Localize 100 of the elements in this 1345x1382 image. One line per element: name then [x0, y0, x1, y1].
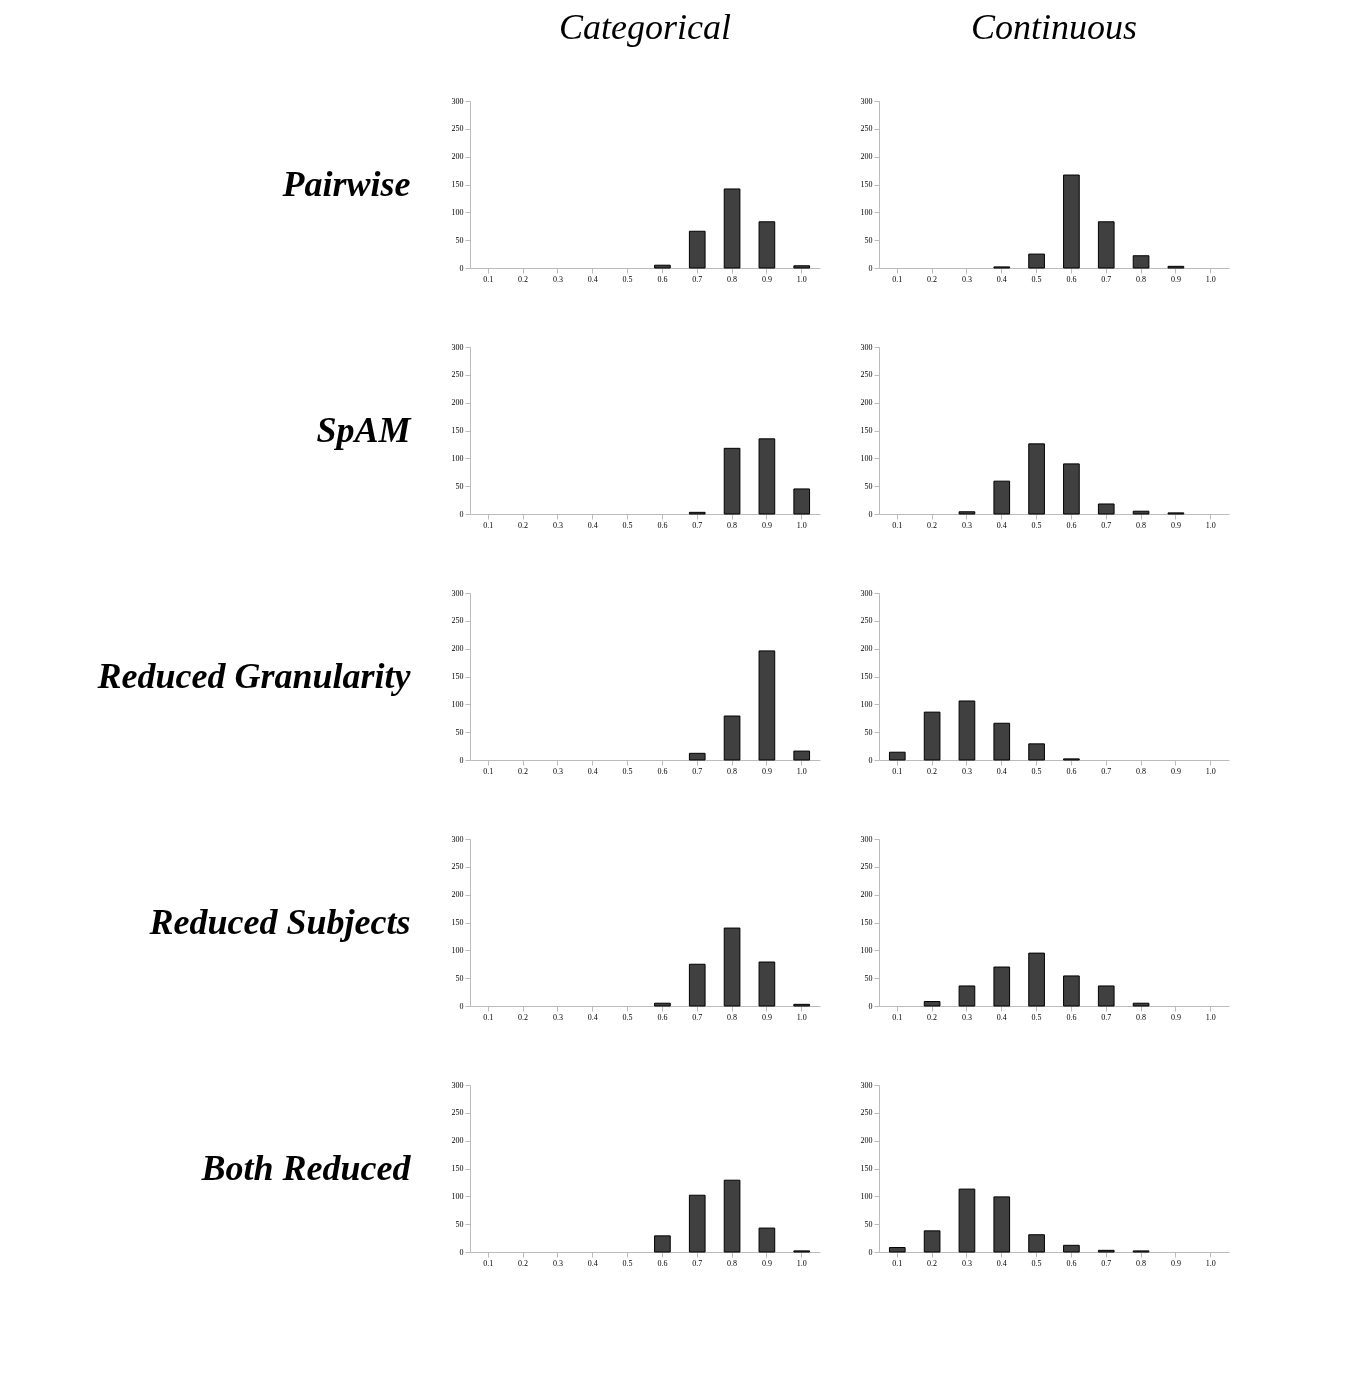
x-tick-label: 0.4 [587, 274, 598, 284]
x-tick-label: 0.4 [996, 520, 1007, 530]
x-tick-label: 0.1 [892, 1258, 903, 1268]
x-tick-label: 0.5 [622, 274, 633, 284]
x-tick-label: 0.5 [1031, 274, 1042, 284]
bar [688, 752, 706, 761]
x-tick-label: 0.2 [927, 1012, 938, 1022]
x-tick-label: 0.8 [727, 1258, 738, 1268]
x-tick-label: 0.6 [1066, 520, 1077, 530]
y-tick-label: 0 [868, 1001, 873, 1011]
bar [1063, 1244, 1080, 1253]
bar [723, 447, 741, 515]
bar [1097, 503, 1115, 515]
x-tick-label: 0.7 [692, 274, 703, 284]
x-tick-label: 0.9 [1170, 274, 1181, 284]
x-tick-label: 0.7 [692, 520, 703, 530]
bar [958, 700, 976, 761]
y-tick-label: 300 [860, 96, 873, 106]
chart-title: Categorical [559, 7, 731, 47]
x-tick-label: 0.3 [961, 766, 972, 776]
x-tick-label: 1.0 [1205, 766, 1216, 776]
x-tick-label: 0.1 [892, 766, 903, 776]
y-tick-label: 150 [860, 1164, 873, 1173]
y-tick-label: 150 [860, 180, 873, 189]
y-tick-label: 150 [451, 426, 464, 435]
x-tick-label: 1.0 [796, 274, 807, 284]
x-tick-label: 0.1 [483, 274, 494, 284]
y-tick-label: 250 [860, 862, 873, 872]
bar [958, 1188, 976, 1253]
bar [758, 438, 776, 515]
y-tick-label: 250 [451, 616, 464, 626]
y-tick-label: 250 [451, 124, 464, 134]
x-tick-label: 0.6 [657, 766, 668, 776]
y-tick-label: 200 [860, 890, 873, 900]
bar [993, 722, 1011, 761]
y-tick-label: 50 [864, 973, 873, 983]
x-tick-label: 0.7 [1101, 766, 1112, 776]
bar [793, 265, 811, 269]
y-tick-label: 50 [455, 973, 464, 983]
x-tick-label: 0.4 [996, 274, 1007, 284]
x-tick-label: 0.8 [1136, 274, 1147, 284]
x-tick-label: 0.2 [518, 520, 529, 530]
x-tick-label: 0.2 [518, 274, 529, 284]
x-tick-label: 0.4 [587, 1012, 598, 1022]
y-tick-label: 100 [451, 453, 464, 463]
x-tick-label: 0.9 [1170, 1258, 1181, 1268]
x-tick-label: 0.2 [927, 274, 938, 284]
x-tick-label: 1.0 [796, 766, 807, 776]
x-tick-label: 0.8 [1136, 520, 1147, 530]
y-tick-label: 150 [451, 1164, 464, 1173]
x-tick-label: 0.4 [587, 520, 598, 530]
x-tick-label: 0.6 [1066, 766, 1077, 776]
x-tick-label: 0.5 [1031, 766, 1042, 776]
x-tick-label: 0.5 [622, 766, 633, 776]
x-tick-label: 0.1 [483, 766, 494, 776]
y-axis-title: SpAM [316, 409, 413, 450]
x-tick-label: 0.5 [1031, 520, 1042, 530]
bar [654, 264, 671, 269]
x-tick-label: 0.5 [1031, 1258, 1042, 1268]
x-tick-label: 0.6 [657, 520, 668, 530]
bar [1097, 221, 1115, 269]
x-tick-label: 1.0 [1205, 1012, 1216, 1022]
bar [793, 488, 811, 515]
y-tick-label: 150 [860, 426, 873, 435]
x-tick-label: 0.1 [483, 1012, 494, 1022]
y-tick-label: 200 [860, 644, 873, 654]
y-tick-label: 200 [451, 398, 464, 408]
x-tick-label: 0.9 [761, 520, 772, 530]
x-tick-label: 0.8 [727, 274, 738, 284]
bar [923, 1001, 941, 1007]
x-tick-label: 0.5 [622, 1012, 633, 1022]
bar [793, 750, 811, 761]
x-tick-label: 0.5 [622, 1258, 633, 1268]
x-tick-label: 0.8 [727, 1012, 738, 1022]
y-tick-label: 100 [451, 207, 464, 217]
bar [958, 985, 976, 1007]
y-tick-label: 100 [451, 945, 464, 955]
y-tick-label: 100 [860, 699, 873, 709]
bar [654, 1002, 671, 1007]
x-tick-label: 0.9 [1170, 766, 1181, 776]
bar [923, 711, 941, 761]
x-tick-label: 0.6 [1066, 1258, 1077, 1268]
y-tick-label: 250 [860, 370, 873, 380]
x-tick-label: 0.4 [996, 1258, 1007, 1268]
y-tick-label: 50 [455, 481, 464, 491]
bar [723, 188, 741, 269]
y-tick-label: 50 [864, 235, 873, 245]
x-tick-label: 0.8 [727, 766, 738, 776]
y-tick-label: 0 [868, 755, 873, 765]
bar [758, 961, 776, 1007]
x-tick-label: 1.0 [796, 1012, 807, 1022]
y-tick-label: 300 [451, 1080, 464, 1090]
bar [688, 963, 706, 1007]
y-tick-label: 300 [451, 588, 464, 598]
y-tick-label: 200 [451, 890, 464, 900]
x-tick-label: 0.7 [692, 1258, 703, 1268]
bar [888, 1247, 906, 1253]
y-tick-label: 300 [451, 96, 464, 106]
x-tick-label: 0.4 [587, 1258, 598, 1268]
bar [1132, 1002, 1150, 1007]
